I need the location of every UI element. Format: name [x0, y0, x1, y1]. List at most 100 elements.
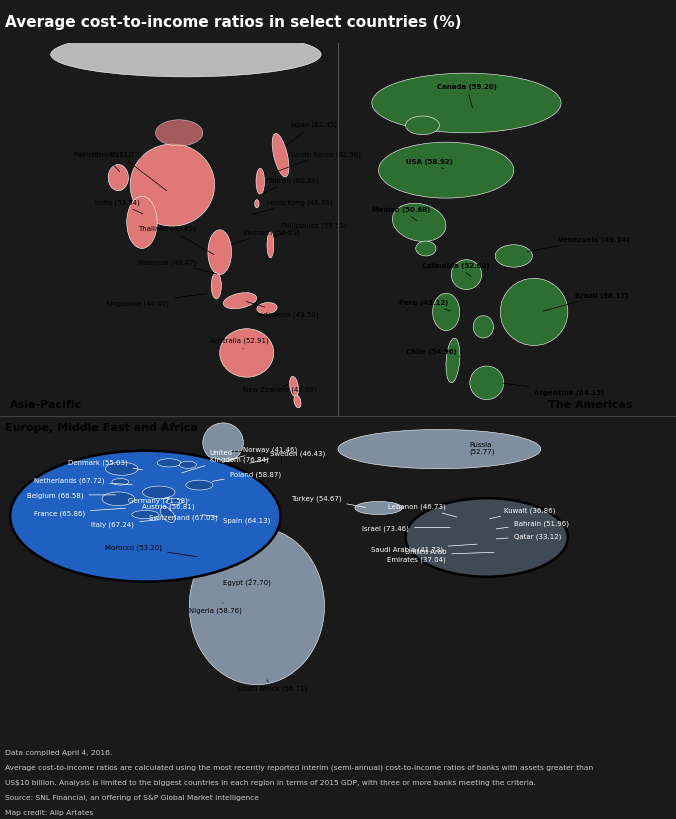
- Ellipse shape: [51, 33, 321, 78]
- Text: Italy (67.24): Italy (67.24): [91, 520, 160, 527]
- Ellipse shape: [372, 74, 561, 133]
- Ellipse shape: [115, 463, 237, 528]
- Text: Average cost-to-income ratios are calculated using the most recently reported in: Average cost-to-income ratios are calcul…: [5, 764, 594, 771]
- Text: China (32.73): China (32.73): [94, 151, 167, 192]
- Text: Austria (56.81): Austria (56.81): [142, 500, 195, 510]
- Ellipse shape: [257, 303, 277, 314]
- Text: Thailand (43.82): Thailand (43.82): [138, 225, 214, 256]
- Text: Belgium (66.58): Belgium (66.58): [27, 492, 116, 499]
- Text: Germany (71.58): Germany (71.58): [128, 497, 189, 504]
- Text: Singapore (44.40): Singapore (44.40): [106, 294, 207, 306]
- Text: South Korea (62.56): South Korea (62.56): [273, 151, 361, 174]
- Text: Qatar (33.12): Qatar (33.12): [496, 533, 561, 539]
- Ellipse shape: [180, 462, 197, 468]
- Text: Venezuela (49.14): Venezuela (49.14): [527, 237, 629, 252]
- Ellipse shape: [379, 143, 514, 199]
- Ellipse shape: [470, 367, 504, 400]
- Text: The Americas: The Americas: [548, 400, 632, 410]
- Text: Malaysia (48.47): Malaysia (48.47): [138, 259, 217, 274]
- Text: Morocco (53.20): Morocco (53.20): [105, 544, 197, 557]
- Text: Source: SNL Financial, an offering of S&P Global Market Intelligence: Source: SNL Financial, an offering of S&…: [5, 794, 260, 800]
- Circle shape: [10, 451, 281, 581]
- Text: Europe, Middle East and Africa: Europe, Middle East and Africa: [5, 423, 198, 432]
- Ellipse shape: [166, 499, 183, 505]
- Text: Denmark (55.03): Denmark (55.03): [68, 459, 143, 470]
- Text: Saudi Arabia (41.73): Saudi Arabia (41.73): [370, 545, 477, 552]
- Ellipse shape: [105, 463, 138, 476]
- Ellipse shape: [446, 339, 460, 383]
- Text: Australia (52.91): Australia (52.91): [210, 337, 268, 350]
- Text: Colombia (52.64): Colombia (52.64): [422, 263, 490, 278]
- Ellipse shape: [189, 528, 324, 685]
- Text: United Arab
Emirates (37.04): United Arab Emirates (37.04): [387, 549, 494, 562]
- Ellipse shape: [294, 396, 301, 409]
- Text: Switzerland (67.03): Switzerland (67.03): [149, 510, 218, 520]
- Ellipse shape: [102, 492, 135, 506]
- Text: Data compiled April 4, 2016.: Data compiled April 4, 2016.: [5, 749, 113, 755]
- Text: New Zealand (42.09): New Zealand (42.09): [243, 385, 317, 392]
- Ellipse shape: [416, 242, 436, 256]
- Ellipse shape: [355, 502, 402, 515]
- Text: Chile (54.96): Chile (54.96): [406, 349, 460, 357]
- Text: Asia-Pacific: Asia-Pacific: [10, 400, 82, 410]
- Ellipse shape: [453, 535, 521, 574]
- Ellipse shape: [392, 204, 446, 242]
- Text: Hong Kong (45.76): Hong Kong (45.76): [253, 200, 333, 215]
- Text: South Africa (56.71): South Africa (56.71): [237, 680, 307, 691]
- Ellipse shape: [143, 486, 175, 499]
- Text: Pakistan (45.11): Pakistan (45.11): [74, 151, 131, 173]
- Ellipse shape: [255, 201, 259, 209]
- Text: Nigeria (58.76): Nigeria (58.76): [189, 603, 242, 613]
- Text: Brazil (98.17): Brazil (98.17): [544, 292, 628, 312]
- Ellipse shape: [208, 231, 231, 275]
- Text: Japan (62.45): Japan (62.45): [286, 121, 338, 147]
- Text: Vietnam (56.23): Vietnam (56.23): [233, 229, 300, 245]
- Ellipse shape: [130, 145, 215, 227]
- Ellipse shape: [272, 134, 289, 178]
- Text: Netherlands (67.72): Netherlands (67.72): [34, 477, 132, 486]
- Text: Spain (64.13): Spain (64.13): [202, 515, 270, 523]
- Ellipse shape: [223, 293, 257, 310]
- Text: Kuwait (36.86): Kuwait (36.86): [489, 507, 555, 519]
- Circle shape: [406, 499, 568, 577]
- Text: Poland (58.87): Poland (58.87): [212, 471, 281, 482]
- Text: Philippines (59.53): Philippines (59.53): [273, 222, 346, 238]
- Ellipse shape: [289, 377, 299, 397]
- Ellipse shape: [203, 423, 243, 463]
- Text: Israel (73.46): Israel (73.46): [362, 525, 450, 531]
- Ellipse shape: [157, 459, 181, 468]
- Text: Indonesia (49.50): Indonesia (49.50): [246, 302, 318, 318]
- Ellipse shape: [452, 260, 482, 290]
- Text: Sweden (46.43): Sweden (46.43): [249, 450, 326, 464]
- Ellipse shape: [132, 511, 159, 519]
- Ellipse shape: [267, 233, 274, 259]
- Ellipse shape: [256, 169, 264, 195]
- Text: US$10 billion. Analysis is limited to the biggest countries in each region in te: US$10 billion. Analysis is limited to th…: [5, 779, 536, 785]
- Text: France (65.86): France (65.86): [34, 509, 126, 517]
- Ellipse shape: [412, 512, 493, 558]
- Ellipse shape: [155, 120, 203, 147]
- Text: Bahrain (51.96): Bahrain (51.96): [496, 520, 569, 529]
- Ellipse shape: [112, 479, 128, 486]
- Text: India (53.54): India (53.54): [95, 200, 143, 215]
- Text: Canada (59.20): Canada (59.20): [437, 84, 496, 109]
- Text: Average cost-to-income ratios in select countries (%): Average cost-to-income ratios in select …: [5, 15, 462, 29]
- Ellipse shape: [433, 294, 460, 331]
- Text: Map credit: Alip Artates: Map credit: Alip Artates: [5, 809, 94, 815]
- Ellipse shape: [473, 316, 493, 338]
- Text: Mexico (50.68): Mexico (50.68): [372, 207, 430, 221]
- Text: Taiwan (60.88): Taiwan (60.88): [260, 177, 319, 196]
- Ellipse shape: [186, 481, 213, 491]
- Ellipse shape: [338, 430, 541, 469]
- Text: Peru (43.12): Peru (43.12): [399, 300, 450, 312]
- Text: United
Kingdom (76.84): United Kingdom (76.84): [182, 449, 268, 473]
- Text: Turkey (54.67): Turkey (54.67): [291, 495, 366, 508]
- Ellipse shape: [495, 246, 533, 268]
- Ellipse shape: [211, 274, 221, 300]
- Ellipse shape: [108, 165, 128, 192]
- Text: USA (58.92): USA (58.92): [406, 159, 452, 170]
- Ellipse shape: [500, 279, 568, 346]
- Ellipse shape: [220, 329, 274, 378]
- Ellipse shape: [127, 197, 157, 249]
- Ellipse shape: [406, 117, 439, 135]
